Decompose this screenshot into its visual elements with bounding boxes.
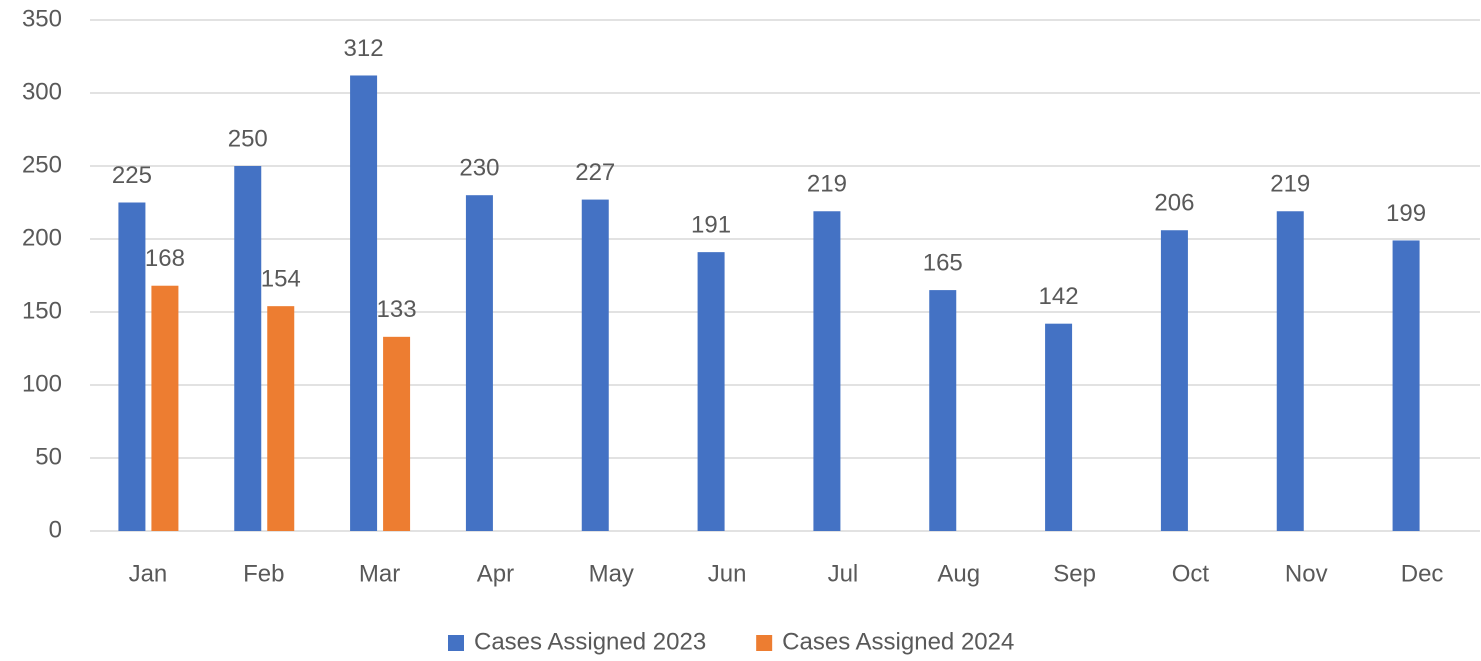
bar [151, 285, 179, 531]
bar [267, 306, 295, 531]
y-tick-label: 200 [22, 224, 62, 251]
x-tick-label: Apr [477, 560, 514, 587]
legend-swatch [756, 635, 773, 651]
data-label: 230 [459, 155, 499, 182]
y-tick-label: 300 [22, 78, 62, 105]
data-label: 191 [691, 211, 731, 238]
data-label: 250 [228, 125, 268, 152]
y-tick-label: 250 [22, 151, 62, 178]
bar [1045, 323, 1073, 531]
bar [350, 75, 378, 531]
bar [234, 166, 262, 531]
x-tick-label: Sep [1053, 560, 1096, 587]
x-tick-label: Feb [243, 560, 284, 587]
y-tick-label: 350 [22, 5, 62, 32]
legend-label: Cases Assigned 2023 [474, 628, 706, 655]
y-tick-label: 50 [35, 443, 62, 470]
bar [1392, 240, 1420, 531]
data-label: 142 [1039, 283, 1079, 310]
bar [1160, 230, 1188, 532]
bar [697, 252, 725, 531]
y-tick-label: 0 [49, 516, 62, 543]
bar [383, 336, 411, 531]
data-label: 227 [575, 159, 615, 186]
x-tick-label: Nov [1285, 560, 1328, 587]
x-tick-label: Jun [708, 560, 747, 587]
legend-swatch [448, 635, 464, 651]
data-label: 312 [344, 35, 384, 62]
data-label: 219 [1270, 171, 1310, 198]
x-tick-label: Mar [359, 560, 400, 587]
y-tick-label: 150 [22, 297, 62, 324]
data-label: 199 [1386, 200, 1426, 227]
data-label: 219 [807, 171, 847, 198]
data-label: 165 [923, 249, 963, 276]
data-label: 133 [377, 296, 417, 323]
x-tick-label: May [589, 560, 634, 587]
bar [929, 290, 957, 531]
x-tick-label: Dec [1401, 560, 1444, 587]
bar [813, 211, 841, 531]
x-tick-label: Oct [1172, 560, 1210, 587]
x-tick-label: Aug [937, 560, 980, 587]
x-tick-label: Jan [129, 560, 168, 587]
bar [581, 199, 609, 531]
bar [1276, 211, 1304, 531]
data-label: 225 [112, 162, 152, 189]
legend-label: Cases Assigned 2024 [782, 628, 1014, 655]
data-label: 168 [145, 245, 185, 272]
data-label: 206 [1154, 190, 1194, 217]
data-label: 154 [261, 266, 301, 293]
y-tick-label: 100 [22, 370, 62, 397]
bar [465, 195, 493, 531]
bar [118, 202, 146, 531]
x-tick-label: Jul [828, 560, 859, 587]
